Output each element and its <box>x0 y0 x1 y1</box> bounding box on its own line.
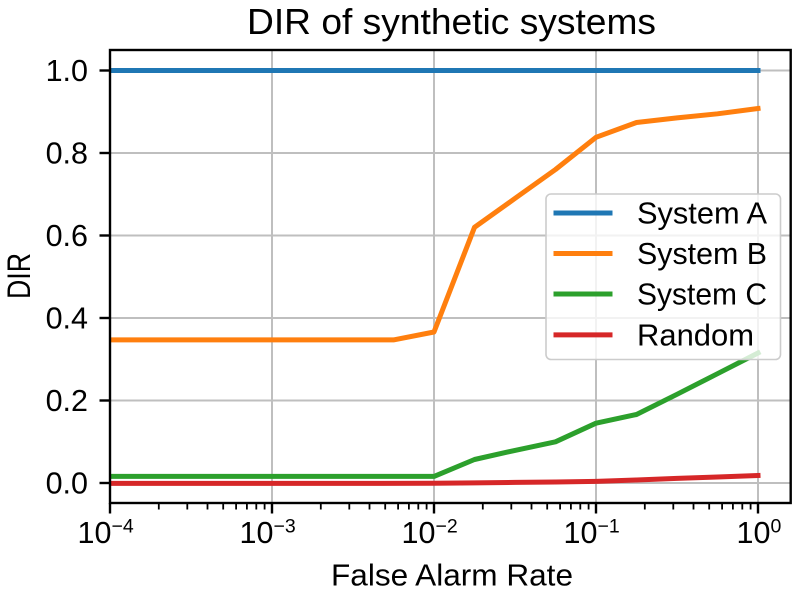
svg-text:System A: System A <box>637 197 768 231</box>
svg-text:10−3: 10−3 <box>240 516 296 551</box>
svg-text:1.0: 1.0 <box>46 54 88 88</box>
svg-text:0.0: 0.0 <box>46 467 88 501</box>
svg-text:0.2: 0.2 <box>46 384 88 418</box>
svg-text:System C: System C <box>637 278 767 312</box>
svg-text:Random: Random <box>637 318 754 352</box>
svg-text:0.8: 0.8 <box>46 137 88 171</box>
svg-text:10−2: 10−2 <box>402 516 458 551</box>
svg-text:System B: System B <box>637 237 767 271</box>
svg-text:0.6: 0.6 <box>46 219 88 253</box>
svg-text:DIR: DIR <box>1 253 37 299</box>
svg-text:False Alarm Rate: False Alarm Rate <box>331 559 573 593</box>
svg-text:DIR of synthetic systems: DIR of synthetic systems <box>247 1 656 42</box>
svg-text:0.4: 0.4 <box>46 302 88 336</box>
